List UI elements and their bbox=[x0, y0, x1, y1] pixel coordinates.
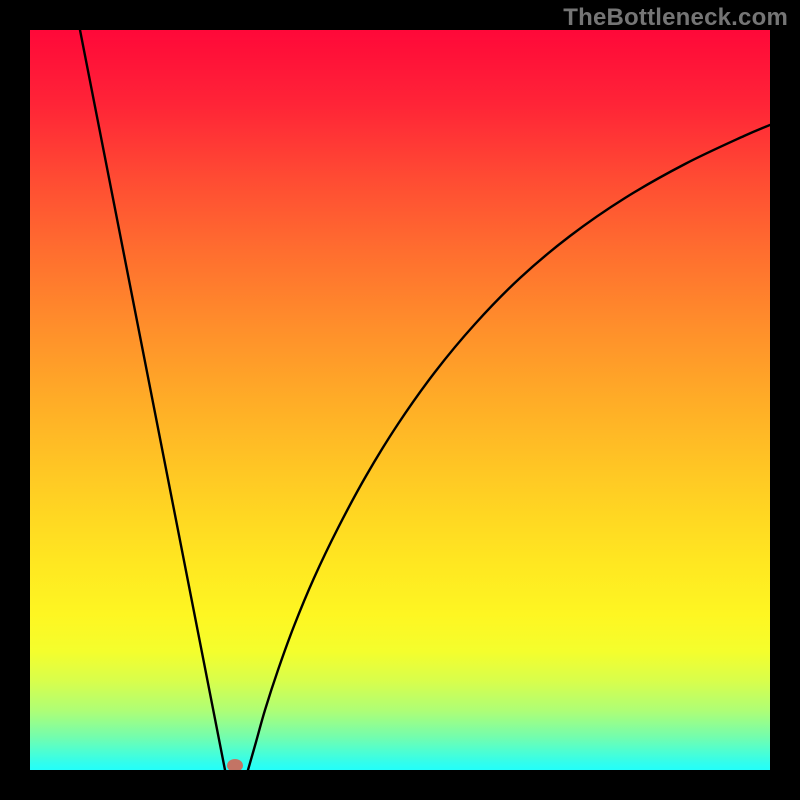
attribution-label: TheBottleneck.com bbox=[563, 4, 788, 32]
chart-svg bbox=[30, 30, 770, 770]
chart-frame: TheBottleneck.com bbox=[0, 0, 800, 800]
plot-background bbox=[30, 30, 770, 770]
plot-area bbox=[30, 30, 770, 770]
